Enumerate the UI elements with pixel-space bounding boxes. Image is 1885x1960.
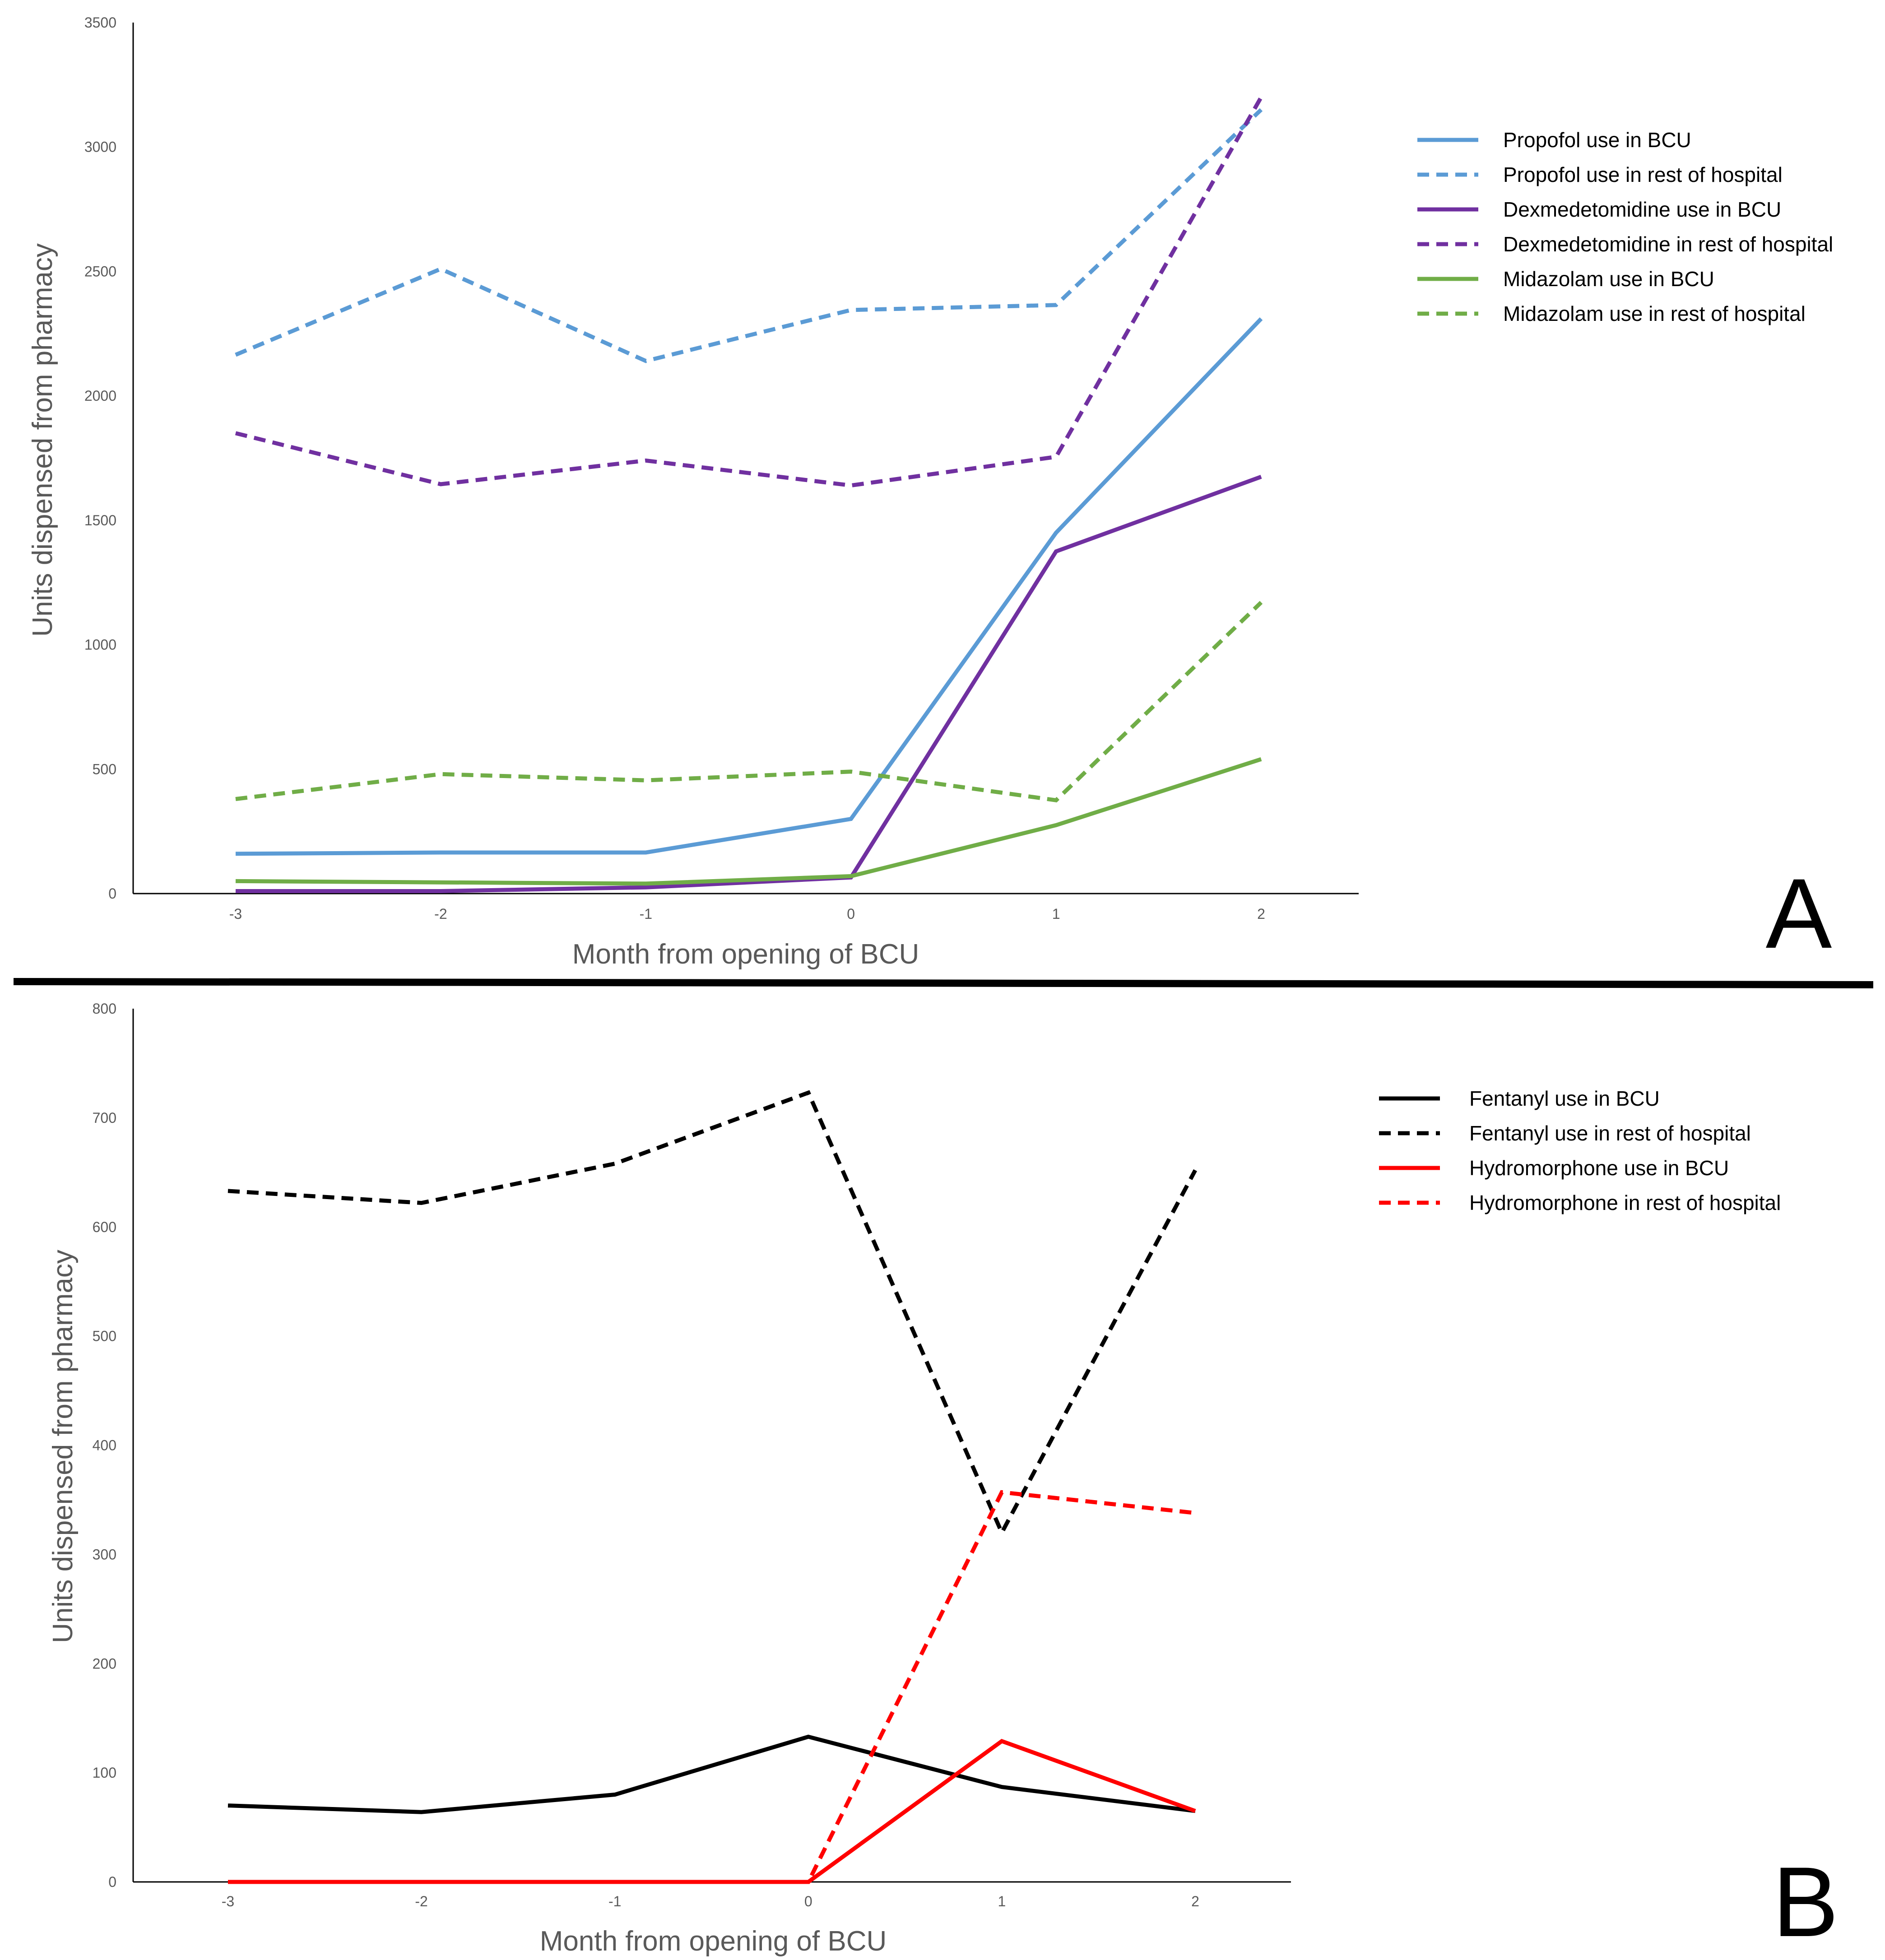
- panel-letter: B: [1773, 1846, 1839, 1957]
- series-line: [228, 1490, 1196, 1884]
- legend-label: Midazolam use in BCU: [1503, 267, 1714, 291]
- legend-label: Propofol use in BCU: [1503, 128, 1691, 152]
- y-tick-label: 500: [93, 761, 116, 777]
- y-tick-labels: 0 100 200 300 400 500 600 700 800: [93, 1001, 116, 1890]
- legend-label: Hydromorphone use in BCU: [1469, 1156, 1729, 1180]
- x-tick-label: -2: [434, 906, 447, 922]
- y-tick-label: 1000: [84, 637, 116, 653]
- panel-letter: A: [1766, 858, 1832, 969]
- series-line: [228, 1090, 1197, 1538]
- panel-a: 0 500 1000 1500 2000 2500 3000 3500 -3 -2 -1 0 1 2 U…: [27, 14, 1833, 970]
- x-tick-label: 0: [847, 906, 855, 922]
- y-tick-label: 3500: [84, 14, 116, 31]
- y-tick-label: 0: [108, 1874, 116, 1890]
- panel-divider: [13, 978, 1874, 988]
- x-tick-label: 1: [1052, 906, 1060, 922]
- series-lines: [235, 96, 1263, 893]
- legend-label: Propofol use in rest of hospital: [1503, 163, 1783, 186]
- x-tick-label: 1: [998, 1893, 1006, 1909]
- x-tick-labels: -3 -2 -1 0 1 2: [229, 906, 1265, 922]
- x-tick-label: 0: [804, 1893, 812, 1909]
- x-tick-label: -3: [222, 1893, 234, 1909]
- y-tick-label: 700: [93, 1110, 116, 1126]
- y-tick-label: 2000: [84, 388, 116, 404]
- y-tick-label: 2500: [84, 263, 116, 279]
- y-tick-label: 300: [93, 1546, 116, 1562]
- series-line: [235, 601, 1263, 802]
- y-tick-label: 800: [93, 1001, 116, 1017]
- legend-label: Midazolam use in rest of hospital: [1503, 302, 1806, 325]
- panel-b: 0 100 200 300 400 500 600 700 800 -3 -2 -1 0 1 2 Unit…: [47, 1001, 1839, 1957]
- y-axis-title: Units dispensed from pharmacy: [27, 243, 58, 637]
- y-tick-label: 400: [93, 1437, 116, 1454]
- x-axis-title: Month from opening of BCU: [572, 939, 919, 970]
- y-tick-label: 600: [93, 1219, 116, 1235]
- x-tick-label: -1: [608, 1893, 621, 1909]
- series-lines: [228, 1090, 1197, 1884]
- y-tick-label: 500: [93, 1328, 116, 1344]
- x-tick-label: 2: [1257, 906, 1265, 922]
- series-line: [236, 475, 1262, 893]
- legend: Fentanyl use in BCU Fentanyl use in rest …: [1379, 1087, 1781, 1214]
- x-tick-label: -2: [415, 1893, 427, 1909]
- legend-label: Dexmedetomidine use in BCU: [1503, 198, 1781, 221]
- legend: Propofol use in BCU Propofol use in rest …: [1417, 128, 1833, 325]
- x-tick-label: -1: [640, 906, 652, 922]
- y-tick-label: 1500: [84, 512, 116, 528]
- x-tick-label: -3: [229, 906, 242, 922]
- legend-label: Fentanyl use in rest of hospital: [1469, 1121, 1751, 1145]
- y-tick-label: 100: [93, 1765, 116, 1781]
- y-axis-title: Units dispensed from pharmacy: [47, 1250, 79, 1643]
- x-axis-title: Month from opening of BCU: [540, 1926, 887, 1957]
- series-line: [235, 108, 1263, 363]
- legend-label: Dexmedetomidine in rest of hospital: [1503, 232, 1833, 256]
- x-tick-labels: -3 -2 -1 0 1 2: [222, 1893, 1199, 1909]
- series-line: [228, 1734, 1196, 1814]
- y-tick-label: 3000: [84, 139, 116, 155]
- y-tick-label: 200: [93, 1655, 116, 1672]
- legend-label: Fentanyl use in BCU: [1469, 1087, 1660, 1110]
- series-line: [235, 757, 1262, 886]
- series-line: [235, 317, 1263, 856]
- x-tick-label: 2: [1191, 1893, 1199, 1909]
- y-tick-labels: 0 500 1000 1500 2000 2500 3000 3500: [84, 14, 116, 902]
- legend-label: Hydromorphone in rest of hospital: [1469, 1191, 1781, 1214]
- series-line: [235, 96, 1263, 488]
- y-tick-label: 0: [108, 885, 116, 902]
